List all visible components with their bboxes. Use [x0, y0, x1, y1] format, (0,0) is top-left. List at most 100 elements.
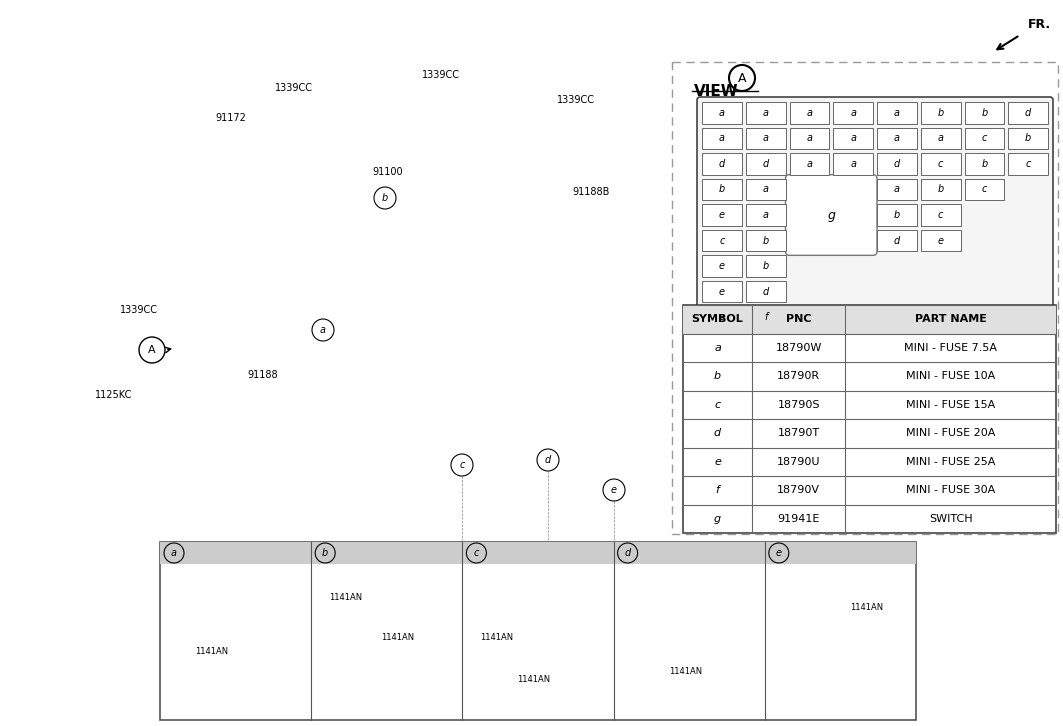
Text: 91100: 91100 — [372, 167, 403, 177]
Text: 1141AN: 1141AN — [382, 632, 415, 642]
Text: b: b — [981, 107, 988, 118]
Bar — [964, 179, 1005, 200]
Text: c: c — [1026, 159, 1031, 169]
Bar — [702, 281, 742, 303]
Text: MINI - FUSE 30A: MINI - FUSE 30A — [906, 485, 995, 495]
Text: MINI - FUSE 15A: MINI - FUSE 15A — [906, 400, 995, 409]
Text: e: e — [719, 312, 725, 322]
Text: a: a — [894, 107, 900, 118]
Text: g: g — [714, 514, 721, 523]
Text: d: d — [714, 428, 721, 439]
Bar — [702, 179, 742, 200]
Bar — [161, 542, 916, 564]
Text: b: b — [762, 261, 769, 271]
Text: d: d — [762, 287, 769, 297]
Text: a: a — [762, 210, 769, 220]
Text: c: c — [982, 134, 988, 143]
Bar — [921, 128, 961, 149]
Text: e: e — [714, 457, 721, 467]
Bar — [746, 179, 786, 200]
Bar — [1008, 102, 1048, 123]
Text: d: d — [719, 159, 725, 169]
Text: a: a — [714, 343, 721, 353]
Text: d: d — [1025, 107, 1031, 118]
Text: a: a — [807, 134, 812, 143]
Text: e: e — [938, 235, 944, 245]
Text: a: a — [938, 134, 944, 143]
Text: VIEW: VIEW — [694, 84, 739, 99]
Bar — [746, 128, 786, 149]
Text: d: d — [545, 455, 551, 465]
Text: 18790V: 18790V — [777, 485, 821, 495]
Text: PNC: PNC — [786, 314, 811, 325]
Text: b: b — [981, 159, 988, 169]
Text: e: e — [719, 261, 725, 271]
Text: b: b — [762, 235, 769, 245]
Bar — [790, 128, 829, 149]
Text: a: a — [850, 159, 856, 169]
Text: e: e — [611, 485, 617, 495]
Text: 91188: 91188 — [247, 370, 277, 380]
Text: c: c — [938, 210, 943, 220]
Text: a: a — [762, 184, 769, 195]
Text: 1141AN: 1141AN — [669, 667, 702, 677]
Text: a: a — [762, 107, 769, 118]
Bar — [702, 128, 742, 149]
Text: A: A — [738, 71, 746, 84]
Text: a: a — [807, 107, 812, 118]
Text: a: a — [171, 548, 178, 558]
Bar — [161, 542, 916, 720]
Text: 18790R: 18790R — [777, 371, 821, 381]
Text: 1141AN: 1141AN — [518, 675, 551, 685]
Text: 18790S: 18790S — [777, 400, 820, 409]
Text: b: b — [714, 371, 721, 381]
Text: b: b — [938, 107, 944, 118]
Text: MINI - FUSE 20A: MINI - FUSE 20A — [906, 428, 995, 439]
Text: SYMBOL: SYMBOL — [692, 314, 743, 325]
Text: f: f — [764, 312, 767, 322]
Text: 1125KC: 1125KC — [95, 390, 133, 400]
Bar — [877, 179, 916, 200]
Text: 1339CC: 1339CC — [120, 305, 158, 315]
Text: 1339CC: 1339CC — [275, 83, 313, 93]
Bar — [702, 256, 742, 277]
Bar — [702, 229, 742, 251]
Text: a: a — [807, 159, 812, 169]
Bar — [921, 229, 961, 251]
Text: e: e — [719, 287, 725, 297]
Bar — [790, 102, 829, 123]
Text: a: a — [320, 325, 326, 335]
Text: a: a — [894, 134, 900, 143]
Text: 1141AN: 1141AN — [195, 648, 229, 656]
Bar — [921, 153, 961, 175]
FancyBboxPatch shape — [672, 62, 1058, 534]
Text: a: a — [894, 184, 900, 195]
Bar — [702, 153, 742, 175]
Bar — [877, 229, 916, 251]
Text: a: a — [719, 107, 725, 118]
Bar — [746, 256, 786, 277]
Bar — [746, 306, 786, 328]
Bar — [964, 102, 1005, 123]
Bar — [1008, 128, 1048, 149]
Bar — [746, 102, 786, 123]
Bar — [1008, 153, 1048, 175]
Text: MINI - FUSE 10A: MINI - FUSE 10A — [906, 371, 995, 381]
Text: 18790W: 18790W — [775, 343, 822, 353]
Text: d: d — [762, 159, 769, 169]
Text: c: c — [459, 460, 465, 470]
Text: a: a — [850, 134, 856, 143]
Bar — [702, 102, 742, 123]
Bar — [833, 128, 873, 149]
Text: PART NAME: PART NAME — [914, 314, 986, 325]
Text: 1339CC: 1339CC — [422, 70, 460, 80]
Text: 1141AN: 1141AN — [330, 592, 362, 602]
Text: 91941E: 91941E — [777, 514, 820, 523]
Text: SWITCH: SWITCH — [929, 514, 973, 523]
Bar — [746, 281, 786, 303]
Text: b: b — [322, 548, 328, 558]
FancyBboxPatch shape — [697, 97, 1053, 333]
Text: MINI - FUSE 25A: MINI - FUSE 25A — [906, 457, 995, 467]
Text: c: c — [474, 548, 479, 558]
Bar — [964, 153, 1005, 175]
